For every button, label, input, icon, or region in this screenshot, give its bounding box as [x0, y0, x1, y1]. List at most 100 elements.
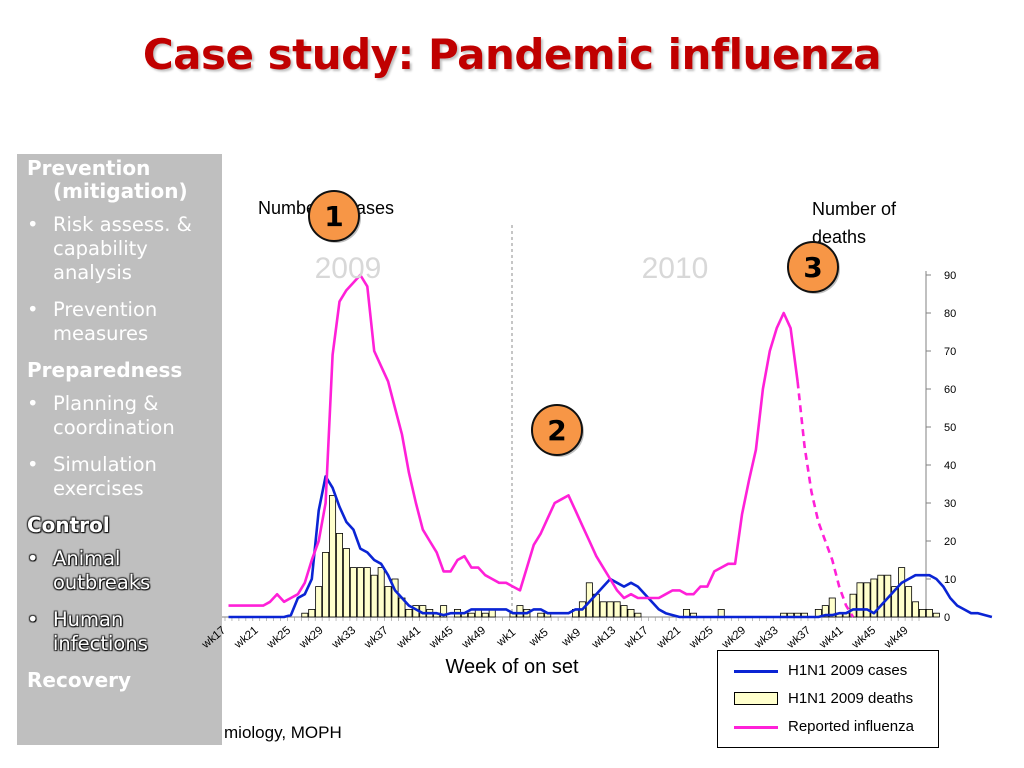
deaths-bar [405, 609, 413, 618]
deaths-bar [891, 586, 899, 618]
x-tick-label: wk25 [264, 624, 293, 651]
x-tick-label: wk37 [362, 624, 391, 651]
x-tick-label: wk45 [849, 624, 878, 651]
deaths-bar [356, 567, 364, 618]
legend-label: Reported influenza [788, 718, 914, 735]
right-axis-label-line2: deaths [812, 227, 866, 247]
x-axis-label: Week of on set [445, 656, 578, 678]
right-axis-tick-label: 40 [944, 460, 956, 472]
deaths-bar [301, 612, 309, 618]
x-tick-label: wk29 [297, 624, 326, 651]
bullet-icon: • [27, 453, 39, 476]
deaths-bar [919, 609, 926, 618]
deaths-bar [308, 609, 316, 618]
influenza-line [228, 273, 799, 607]
right-axis-tick-label: 80 [944, 308, 956, 320]
deaths-bar [856, 582, 864, 618]
deaths-bar [377, 567, 385, 618]
annotation-number: 2 [547, 414, 566, 447]
deaths-bar [391, 578, 399, 618]
sidebar-heading-preparedness: Preparedness [27, 358, 183, 382]
deaths-bar [599, 601, 607, 618]
x-tick-label: wk41 [817, 624, 846, 651]
legend-item: H1N1 2009 cases [718, 661, 938, 681]
x-tick-label: wk1 [494, 627, 518, 650]
x-tick-label: wk37 [784, 624, 813, 651]
sidebar-item: • Risk assess. & capability analysis [27, 213, 192, 284]
right-axis-tick-label: 30 [944, 498, 956, 510]
sidebar-item: • Simulation exercises [27, 453, 157, 500]
x-tick-label: wk29 [719, 624, 748, 651]
bullet-icon: • [27, 392, 39, 415]
right-axis-tick-label: 90 [944, 270, 956, 282]
right-axis-label: Number of [812, 199, 897, 219]
deaths-bar [912, 601, 920, 618]
deaths-bar [384, 586, 392, 618]
legend-label: H1N1 2009 cases [788, 662, 908, 679]
bullet-icon: • [27, 608, 39, 632]
x-tick-label: wk33 [329, 624, 358, 651]
bullet-icon: • [27, 213, 39, 236]
x-tick-label: wk21 [654, 624, 683, 651]
x-tick-label: wk17 [622, 624, 651, 651]
deaths-bar [627, 609, 635, 618]
bullet-icon: • [27, 298, 39, 321]
right-axis-tick-label: 70 [944, 346, 956, 358]
deaths-bar [322, 552, 330, 618]
x-tick-label: wk25 [687, 624, 716, 651]
x-tick-label: wk45 [427, 624, 456, 651]
deaths-bar [336, 533, 343, 618]
x-tick-label: wk13 [589, 624, 618, 651]
right-axis-tick-label: 50 [944, 422, 956, 434]
legend-bar-swatch [734, 692, 778, 705]
x-tick-label: wk49 [459, 624, 488, 651]
sidebar: Prevention (mitigation) • Risk assess. & ca… [17, 154, 222, 745]
x-tick-label: wk49 [882, 624, 911, 651]
x-tick-label: wk5 [527, 627, 551, 650]
x-tick-label: wk33 [752, 624, 781, 651]
deaths-bar [516, 605, 524, 618]
right-axis-tick-label: 20 [944, 536, 956, 548]
deaths-bar [898, 567, 906, 618]
deaths-bar [905, 586, 913, 618]
deaths-bar [329, 494, 337, 618]
deaths-bar [828, 597, 836, 618]
deaths-bar [870, 578, 878, 618]
deaths-bar [315, 586, 323, 618]
deaths-bar [932, 612, 940, 618]
influenza-line-projected [796, 381, 855, 618]
deaths-bar [363, 567, 371, 618]
annotation-badge-2 [531, 404, 583, 456]
deaths-bar [863, 582, 871, 618]
x-tick-label: wk9 [559, 627, 583, 650]
year-label-2009: 2009 [315, 252, 382, 285]
x-tick-label: wk41 [394, 624, 423, 651]
deaths-bar [925, 609, 933, 618]
year-label-2010: 2010 [642, 252, 709, 285]
deaths-bar [620, 605, 628, 618]
legend-line-swatch [734, 726, 778, 729]
deaths-bar [481, 612, 489, 618]
deaths-bar [877, 574, 885, 618]
deaths-bar [342, 548, 350, 618]
sidebar-item: • Animal outbreaks [27, 547, 151, 594]
annotation-number: 3 [803, 251, 822, 284]
x-tick-label: wk21 [232, 624, 261, 651]
deaths-bar [440, 605, 448, 618]
chart-legend: H1N1 2009 cases H1N1 2009 deaths Reported … [717, 650, 939, 748]
annotation-number: 1 [324, 200, 343, 233]
sidebar-item: • Planning & coordination [27, 392, 175, 439]
deaths-bar [606, 601, 614, 618]
bullet-icon: • [27, 547, 39, 570]
sidebar-heading-recovery: Recovery [27, 668, 132, 692]
deaths-bar [370, 574, 378, 618]
legend-label: H1N1 2009 deaths [788, 690, 914, 707]
annotation-badge-1 [308, 190, 360, 242]
deaths-bar [634, 612, 642, 618]
deaths-bar [821, 605, 829, 618]
right-axis-tick-label: 0 [944, 612, 950, 624]
right-axis-tick-label: 60 [944, 384, 956, 396]
legend-item: H1N1 2009 deaths [718, 689, 938, 709]
sidebar-heading-prevention: Prevention (mitigation) [27, 156, 188, 203]
